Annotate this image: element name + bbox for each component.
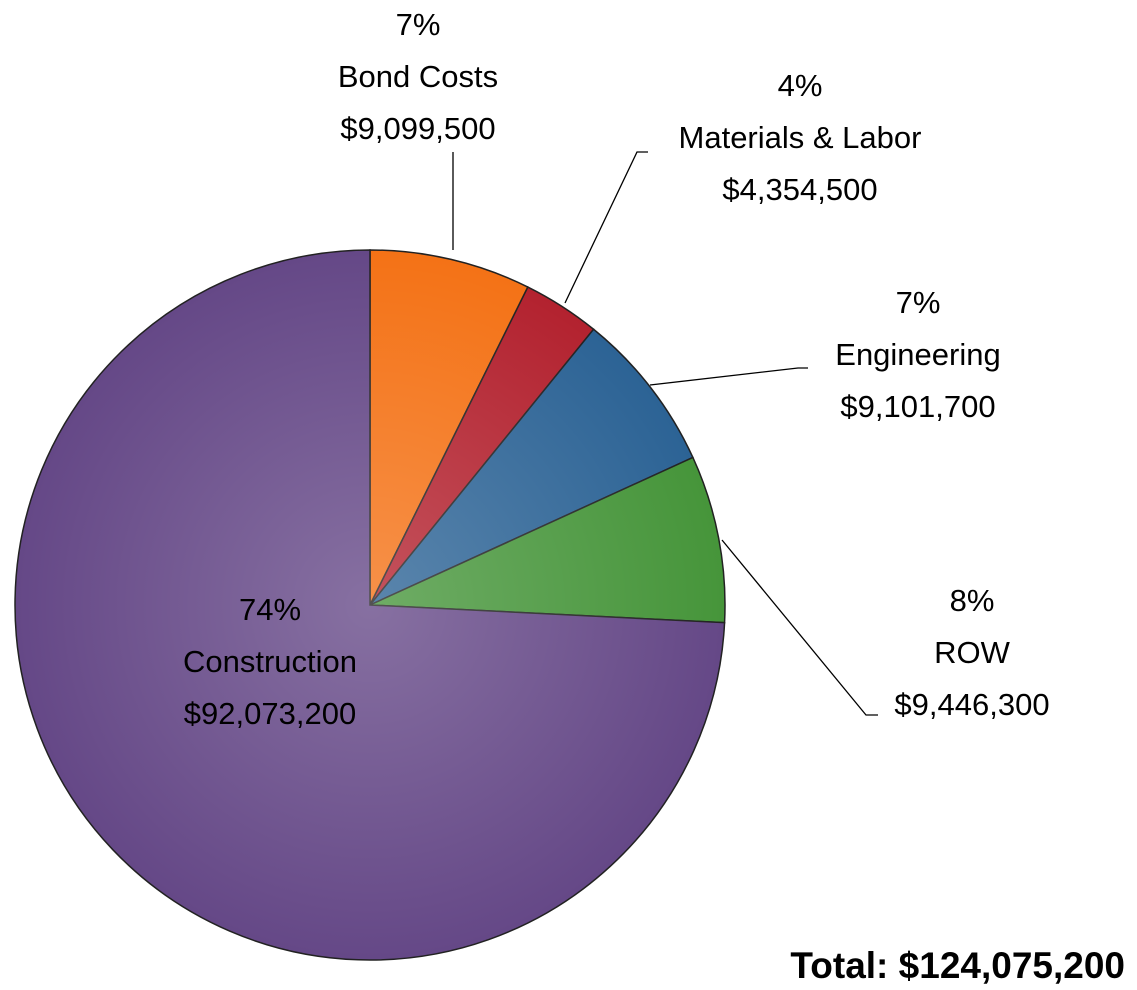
value-label: $4,354,500: [722, 172, 877, 207]
category-label: Materials & Labor: [679, 120, 922, 155]
total-annotation: Total: $124,075,200: [790, 945, 1125, 986]
percent-label: 8%: [950, 583, 995, 618]
value-label: $9,446,300: [894, 687, 1049, 722]
pie: [14, 249, 726, 961]
category-label: Bond Costs: [338, 59, 498, 94]
leader-line: [721, 539, 878, 716]
category-label: ROW: [934, 635, 1011, 670]
percent-label: 4%: [778, 68, 823, 103]
value-label: $9,099,500: [340, 111, 495, 146]
percent-label: 7%: [396, 7, 441, 42]
labels: 7% Bond Costs $9,099,500 4% Materials & Labo…: [183, 7, 1050, 731]
category-label: Construction: [183, 644, 357, 679]
leader-line: [564, 151, 648, 304]
value-label: $92,073,200: [184, 696, 356, 731]
category-label: Engineering: [835, 337, 1000, 372]
percent-label: 74%: [239, 592, 301, 627]
leader-line: [649, 367, 808, 386]
value-label: $9,101,700: [840, 389, 995, 424]
percent-label: 7%: [896, 285, 941, 320]
